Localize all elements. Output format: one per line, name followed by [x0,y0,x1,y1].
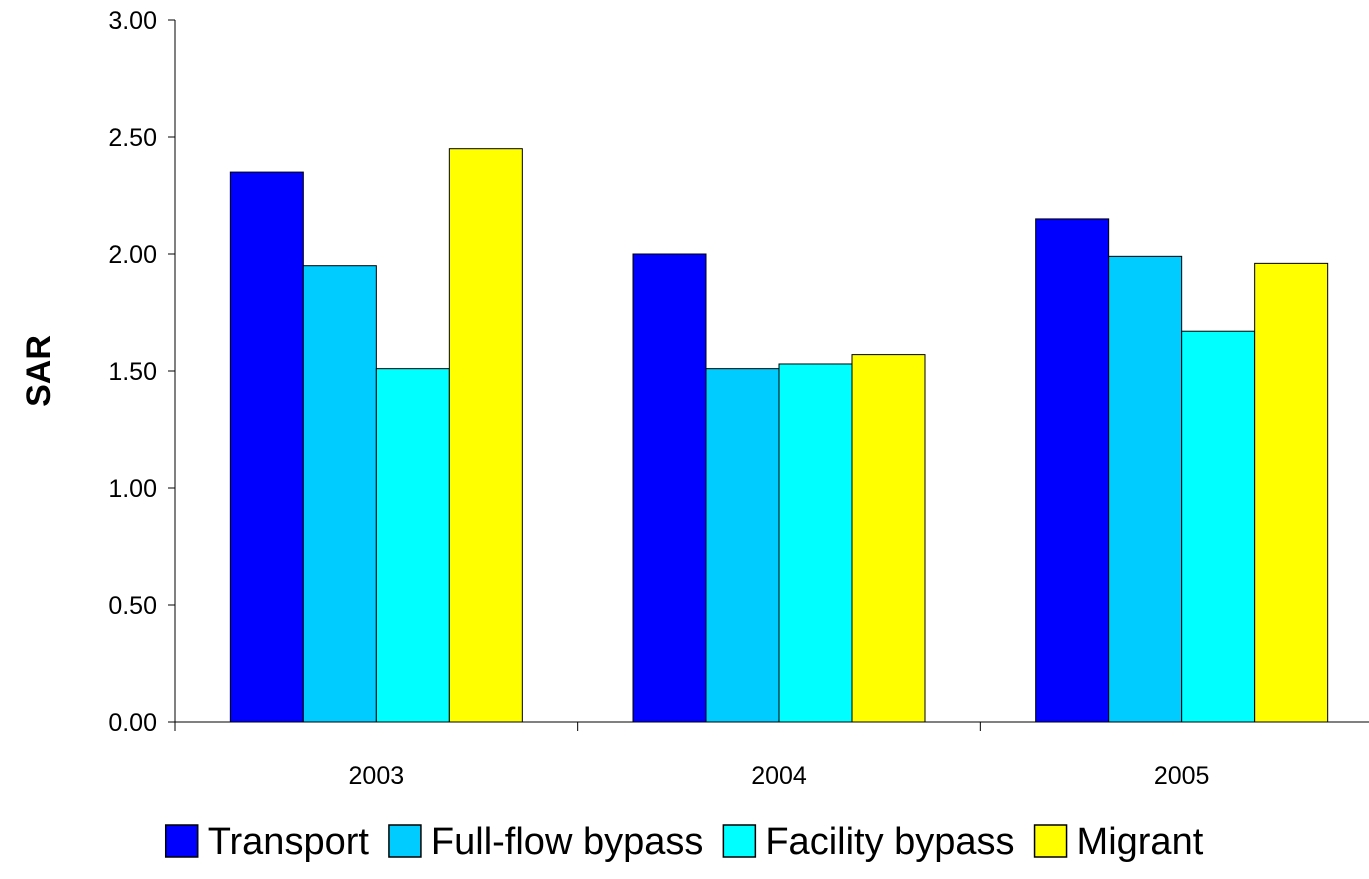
bar-transport-2004 [632,253,707,723]
y-tick-label: 0.00 [108,709,157,737]
bar-facility-bypass-2003 [375,368,450,723]
legend-swatch [388,824,422,858]
y-tick-label: 2.00 [108,241,157,269]
y-tick-label: 1.00 [108,475,157,503]
legend-label: Facility bypass [765,821,1014,863]
legend-label: Full-flow bypass [431,821,703,863]
y-tick-label: 3.00 [108,7,157,35]
bar-migrant-2003 [448,148,523,723]
bar-migrant-2005 [1254,262,1329,723]
bar-full-flow-bypass-2005 [1108,255,1183,723]
bar-full-flow-bypass-2004 [705,368,780,723]
legend-label: Transport [208,821,370,863]
legend-swatch [1033,824,1068,858]
y-tick-label: 1.50 [108,358,157,386]
bar-full-flow-bypass-2003 [302,265,377,723]
y-axis-ticks: 0.00 0.50 1.00 1.50 2.00 2.50 3.00 [108,7,175,737]
bar-migrant-2004 [851,354,926,723]
legend-swatch [164,824,199,858]
y-axis-label: SAR [20,335,58,407]
legend: Transport Full-flow bypass Facility bypass… [164,821,1204,863]
bar-facility-bypass-2004 [778,363,853,723]
bar-transport-2003 [229,171,304,723]
x-axis-ticks: 2003 2004 2005 [174,722,1210,790]
bar-transport-2005 [1035,218,1110,723]
legend-label: Migrant [1077,821,1204,863]
bar-facility-bypass-2005 [1181,330,1256,723]
x-tick-label: 2004 [751,762,807,790]
bars-layer [229,148,1329,723]
x-tick-label: 2005 [1154,762,1210,790]
y-tick-label: 0.50 [108,592,157,620]
y-tick-label: 2.50 [108,124,157,152]
legend-swatch [722,824,757,858]
x-tick-label: 2003 [349,762,405,790]
